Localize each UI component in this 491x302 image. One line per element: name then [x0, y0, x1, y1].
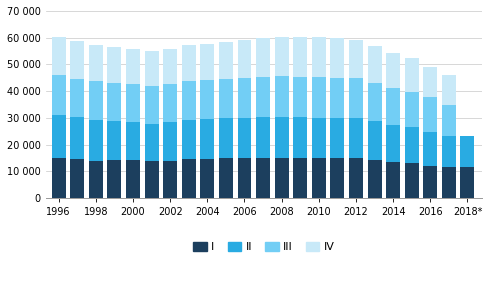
Bar: [108, 120, 121, 159]
Legend: I, II, III, IV: I, II, III, IV: [189, 237, 339, 257]
Bar: [163, 161, 177, 198]
Bar: [274, 76, 289, 117]
Bar: [349, 78, 363, 118]
Bar: [330, 118, 344, 158]
Bar: [293, 77, 307, 117]
Bar: [108, 47, 121, 83]
Bar: [89, 45, 103, 81]
Bar: [200, 80, 214, 119]
Bar: [349, 118, 363, 158]
Bar: [442, 105, 456, 136]
Bar: [126, 160, 140, 198]
Bar: [219, 118, 233, 158]
Bar: [423, 97, 437, 132]
Bar: [386, 53, 400, 88]
Bar: [312, 37, 326, 77]
Bar: [52, 37, 66, 75]
Bar: [238, 117, 251, 158]
Bar: [349, 158, 363, 198]
Bar: [108, 83, 121, 120]
Bar: [70, 79, 84, 117]
Bar: [145, 51, 159, 86]
Bar: [349, 40, 363, 78]
Bar: [368, 160, 382, 198]
Bar: [145, 124, 159, 162]
Bar: [274, 117, 289, 158]
Bar: [256, 77, 270, 117]
Bar: [423, 166, 437, 198]
Bar: [89, 81, 103, 120]
Bar: [386, 88, 400, 125]
Bar: [368, 46, 382, 83]
Bar: [219, 79, 233, 118]
Bar: [293, 158, 307, 198]
Bar: [145, 86, 159, 124]
Bar: [182, 45, 196, 81]
Bar: [442, 167, 456, 198]
Bar: [442, 136, 456, 167]
Bar: [126, 49, 140, 84]
Bar: [89, 120, 103, 161]
Bar: [461, 167, 474, 198]
Bar: [368, 83, 382, 121]
Bar: [312, 158, 326, 198]
Bar: [256, 158, 270, 198]
Bar: [423, 66, 437, 97]
Bar: [293, 37, 307, 77]
Bar: [52, 115, 66, 158]
Bar: [163, 122, 177, 161]
Bar: [293, 117, 307, 158]
Bar: [312, 77, 326, 118]
Bar: [405, 58, 419, 92]
Bar: [405, 92, 419, 127]
Bar: [238, 78, 251, 117]
Bar: [126, 122, 140, 160]
Bar: [52, 75, 66, 115]
Bar: [163, 85, 177, 122]
Bar: [163, 49, 177, 85]
Bar: [405, 162, 419, 198]
Bar: [274, 37, 289, 76]
Bar: [330, 38, 344, 78]
Bar: [256, 38, 270, 77]
Bar: [108, 159, 121, 198]
Bar: [368, 121, 382, 160]
Bar: [70, 117, 84, 159]
Bar: [238, 40, 251, 78]
Bar: [386, 162, 400, 198]
Bar: [70, 159, 84, 198]
Bar: [89, 161, 103, 198]
Bar: [145, 162, 159, 198]
Bar: [423, 132, 437, 166]
Bar: [386, 125, 400, 162]
Bar: [182, 159, 196, 198]
Bar: [330, 78, 344, 118]
Bar: [219, 42, 233, 79]
Bar: [442, 76, 456, 105]
Bar: [461, 136, 474, 167]
Bar: [200, 44, 214, 80]
Bar: [52, 158, 66, 198]
Bar: [182, 81, 196, 120]
Bar: [126, 84, 140, 122]
Bar: [312, 118, 326, 158]
Bar: [274, 158, 289, 198]
Bar: [200, 119, 214, 159]
Bar: [70, 41, 84, 79]
Bar: [219, 158, 233, 198]
Bar: [200, 159, 214, 198]
Bar: [238, 158, 251, 198]
Bar: [256, 117, 270, 158]
Bar: [405, 127, 419, 162]
Bar: [330, 158, 344, 198]
Bar: [182, 120, 196, 159]
